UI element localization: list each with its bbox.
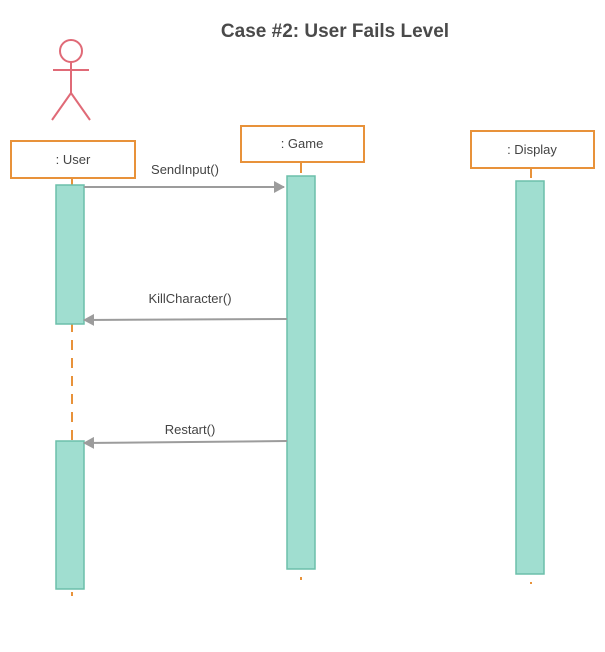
message-killcharacter-arrow [83, 313, 288, 326]
display-activation-bar [515, 180, 545, 575]
user-activation-bar-2 [55, 440, 85, 590]
participant-user-box [10, 140, 136, 179]
actor-stick-figure-icon [51, 39, 91, 121]
participant-user: : User [10, 140, 136, 179]
message-sendinput-label: SendInput() [151, 162, 219, 177]
participant-user-label: : User [56, 152, 91, 167]
user-activation-bar-1 [55, 184, 85, 325]
message-killcharacter-label: KillCharacter() [148, 291, 231, 306]
participant-game-label: : Game [281, 136, 324, 151]
diagram-title: Case #2: User Fails Level [221, 21, 449, 42]
participant-display: : Display [470, 130, 595, 169]
message-killcharacter: KillCharacter() [83, 291, 288, 326]
message-restart-arrow [83, 436, 288, 449]
game-activation-bar [286, 175, 316, 570]
participant-display-box [470, 130, 595, 169]
message-restart: Restart() [83, 422, 288, 449]
participant-game: : Game [240, 125, 365, 163]
participant-display-label: : Display [507, 142, 557, 157]
message-sendinput: SendInput() [84, 162, 285, 193]
participant-game-box [240, 125, 365, 163]
message-restart-label: Restart() [165, 422, 216, 437]
